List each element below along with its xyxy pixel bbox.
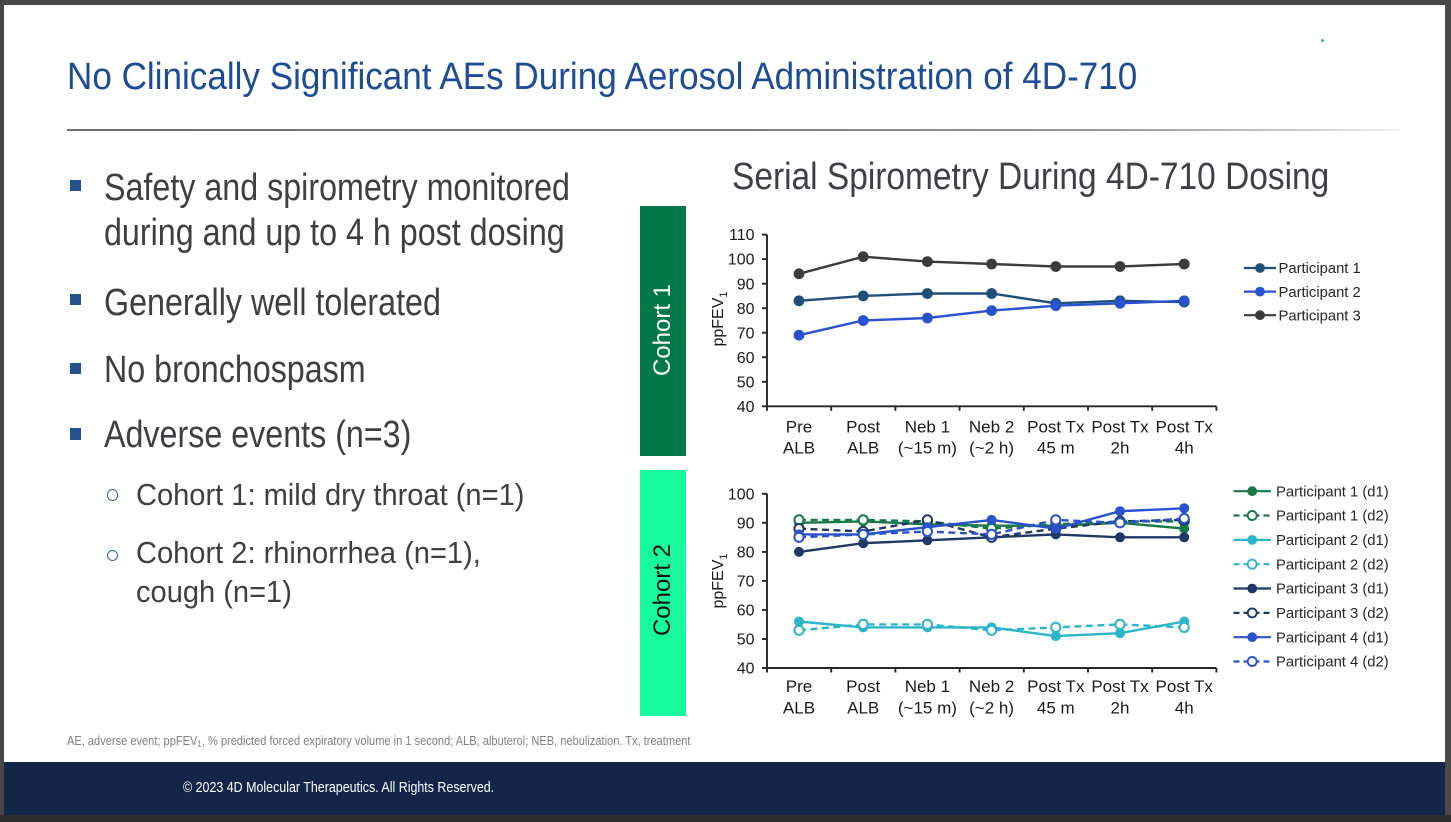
svg-text:Participant 3 (d1): Participant 3 (d1) [1276, 582, 1389, 598]
svg-text:70: 70 [737, 574, 755, 591]
svg-text:60: 60 [737, 350, 755, 367]
svg-text:ALB: ALB [783, 439, 815, 458]
svg-text:Post Tx: Post Tx [1027, 418, 1085, 437]
svg-text:90: 90 [737, 515, 755, 532]
svg-text:Post Tx: Post Tx [1091, 418, 1149, 437]
svg-text:90: 90 [737, 276, 755, 293]
svg-text:ALB: ALB [783, 699, 815, 718]
svg-text:110: 110 [729, 227, 755, 244]
svg-text:Neb 2: Neb 2 [969, 418, 1014, 437]
svg-text:Participant 2: Participant 2 [1279, 285, 1361, 301]
svg-text:Post: Post [846, 677, 880, 696]
svg-text:100: 100 [728, 252, 755, 269]
svg-text:Pre: Pre [786, 677, 812, 696]
svg-text:Participant 1: Participant 1 [1279, 261, 1361, 277]
svg-text:(~15 m): (~15 m) [898, 439, 957, 458]
svg-text:Post Tx: Post Tx [1027, 677, 1085, 696]
svg-text:80: 80 [737, 301, 755, 318]
svg-text:Participant 1 (d1): Participant 1 (d1) [1276, 484, 1389, 500]
svg-text:Post Tx: Post Tx [1091, 677, 1149, 696]
svg-text:50: 50 [737, 632, 755, 649]
svg-text:ppFEV1: ppFEV1 [710, 553, 730, 608]
svg-text:4h: 4h [1175, 699, 1194, 718]
svg-text:Post: Post [846, 418, 880, 437]
svg-text:Participant 3 (d2): Participant 3 (d2) [1276, 606, 1389, 622]
svg-text:Neb 2: Neb 2 [969, 677, 1014, 696]
svg-text:(~15 m): (~15 m) [898, 699, 957, 718]
svg-text:100: 100 [728, 486, 755, 503]
svg-text:Participant 4 (d1): Participant 4 (d1) [1276, 630, 1389, 646]
svg-text:70: 70 [737, 325, 755, 342]
svg-text:45 m: 45 m [1037, 439, 1075, 458]
svg-text:Participant 2 (d2): Participant 2 (d2) [1276, 557, 1389, 573]
svg-text:ALB: ALB [847, 439, 879, 458]
svg-text:Neb 1: Neb 1 [905, 677, 950, 696]
svg-text:Post Tx: Post Tx [1156, 418, 1214, 437]
svg-text:40: 40 [737, 399, 755, 416]
svg-text:ALB: ALB [847, 699, 879, 718]
svg-text:Post Tx: Post Tx [1156, 677, 1214, 696]
svg-text:Participant 4 (d2): Participant 4 (d2) [1276, 655, 1389, 671]
svg-text:45 m: 45 m [1037, 699, 1075, 718]
svg-text:Participant 3: Participant 3 [1279, 308, 1361, 324]
svg-text:(~2 h): (~2 h) [969, 699, 1014, 718]
svg-text:40: 40 [737, 661, 755, 678]
svg-text:2h: 2h [1111, 439, 1130, 458]
svg-text:80: 80 [737, 545, 755, 562]
svg-text:50: 50 [737, 374, 755, 391]
svg-text:2h: 2h [1111, 699, 1130, 718]
svg-text:Participant 1 (d2): Participant 1 (d2) [1276, 509, 1389, 525]
svg-text:Participant 2 (d1): Participant 2 (d1) [1276, 533, 1389, 549]
svg-text:60: 60 [737, 603, 755, 620]
svg-text:Neb 1: Neb 1 [905, 418, 950, 437]
svg-text:ppFEV1: ppFEV1 [710, 291, 730, 346]
svg-text:4h: 4h [1175, 439, 1194, 458]
svg-text:(~2 h): (~2 h) [969, 439, 1014, 458]
svg-text:Pre: Pre [786, 418, 812, 437]
